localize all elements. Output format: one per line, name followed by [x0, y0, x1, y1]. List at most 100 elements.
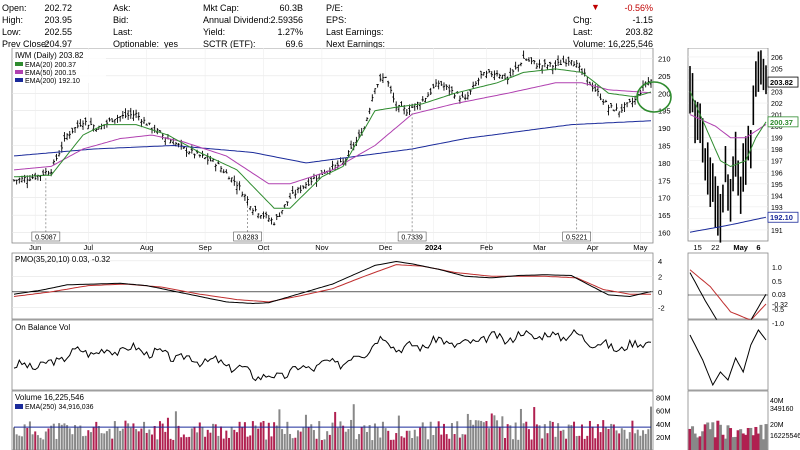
inset-volume-bar — [718, 424, 722, 450]
volume-bar — [193, 426, 196, 450]
volume-bar — [504, 437, 507, 450]
volume-bar — [509, 425, 512, 450]
volume-bar — [411, 438, 414, 450]
volume-bar — [164, 431, 167, 450]
inset-volume-bar — [736, 430, 740, 450]
volume-bar — [68, 428, 71, 450]
volume-bar — [387, 430, 390, 450]
inset-volume-bar — [716, 420, 720, 450]
volume-bar — [315, 438, 318, 450]
volume-bar — [376, 427, 379, 450]
volume-bar — [368, 425, 371, 450]
volume-bar — [230, 426, 233, 450]
volume-bar — [129, 427, 132, 450]
main-chart: 160 165 170 175 180 185 190 195 200 205 210 0.5087… — [11, 48, 800, 450]
volume-bar — [511, 439, 514, 450]
price-y-tick: 180 — [658, 159, 671, 168]
volume-bar — [570, 425, 573, 450]
volume-bar — [251, 421, 254, 450]
volume-bar — [392, 439, 395, 450]
volume-bar — [95, 421, 98, 450]
volume-bar — [23, 424, 26, 450]
price-y-tick: 165 — [658, 211, 671, 220]
volume-bar — [344, 431, 347, 450]
volume-bar — [527, 429, 530, 450]
ema20-line — [13, 68, 652, 209]
volume-bar — [482, 422, 485, 450]
volume-bar — [538, 425, 541, 450]
volume-y-tick: 80M — [656, 394, 671, 403]
volume-bar — [235, 432, 238, 450]
volume-bar — [498, 426, 501, 450]
inset-y-tick: 202 — [771, 101, 783, 108]
inset-volume-bar — [721, 434, 725, 450]
inset-chart: 2062052042032022012001991981971961951941… — [687, 48, 800, 450]
inset-volume-bar — [759, 424, 763, 450]
ema50-line — [13, 82, 652, 185]
volume-bar — [310, 424, 313, 450]
volume-bar — [596, 424, 599, 450]
volume-ema-swatch — [15, 404, 23, 409]
volume-bar — [116, 426, 119, 450]
inset-volume-bar — [688, 428, 692, 450]
volume-bar — [39, 437, 42, 450]
inset-volume-bar — [739, 429, 743, 450]
inset-volume-tick: 20M — [770, 422, 784, 429]
inset-volume-bar — [749, 427, 753, 450]
volume-bar — [421, 422, 424, 450]
volume-bar — [304, 414, 307, 450]
volume-bar — [419, 427, 422, 450]
volume-bar — [530, 439, 533, 450]
inset-volume-bar — [756, 433, 760, 450]
volume-bar — [55, 438, 58, 450]
volume-bar — [161, 423, 164, 450]
volume-bar — [143, 421, 146, 450]
volume-bar — [517, 439, 520, 450]
volume-bar — [267, 422, 270, 450]
volume-bar — [607, 428, 610, 450]
pmo-line — [13, 260, 652, 305]
inset-pmo-tick: 0.03 — [772, 292, 786, 299]
volume-bar — [254, 425, 257, 450]
volume-bar — [644, 433, 647, 450]
volume-bar — [84, 435, 87, 450]
volume-bar — [60, 424, 63, 450]
price-y-tick: 160 — [658, 229, 671, 238]
pmo-y-tick: -2 — [658, 303, 665, 312]
inset-pmo-signal — [689, 269, 767, 321]
inset-y-tick: 200 — [771, 124, 783, 131]
price-y-tick: 190 — [658, 124, 671, 133]
month-label: Jul — [84, 243, 94, 252]
volume-bar — [626, 438, 629, 450]
volume-bar — [506, 424, 509, 450]
inset-volume-bar — [701, 431, 705, 450]
volume-bar — [496, 420, 499, 450]
volume-bar — [461, 434, 464, 450]
volume-bar — [180, 437, 183, 450]
price-y-tick: 185 — [658, 142, 671, 151]
inset-volume-bar — [698, 436, 702, 450]
volume-bar — [182, 434, 185, 450]
inset-pmo-tick: -1.0 — [772, 321, 784, 328]
volume-bar — [334, 411, 337, 450]
quote-header: Open: 202.72 High: 203.95 Low: 202.55 Prev … — [2, 2, 653, 49]
volume-bar — [389, 439, 392, 450]
volume-bar — [63, 423, 66, 450]
volume-bar — [599, 432, 602, 450]
inset-value-tag: 200.37 — [770, 118, 793, 127]
highlight-circle — [636, 81, 672, 113]
price-y-tick: 205 — [658, 72, 671, 81]
volume-bar — [522, 423, 525, 450]
volume-bar — [493, 415, 496, 450]
volume-bar — [363, 425, 366, 450]
volume-bar — [105, 431, 108, 450]
volume-bar — [525, 421, 528, 450]
month-label: Nov — [315, 243, 329, 252]
pmo-title: PMO(35,20,10) 0.03, -0.32 — [15, 255, 111, 264]
volume-bar — [52, 423, 55, 450]
volume-bar — [488, 428, 491, 450]
inset-volume-bar — [708, 429, 712, 450]
volume-bar — [320, 440, 323, 450]
volume-bar — [440, 434, 443, 450]
volume-bar — [227, 437, 230, 450]
